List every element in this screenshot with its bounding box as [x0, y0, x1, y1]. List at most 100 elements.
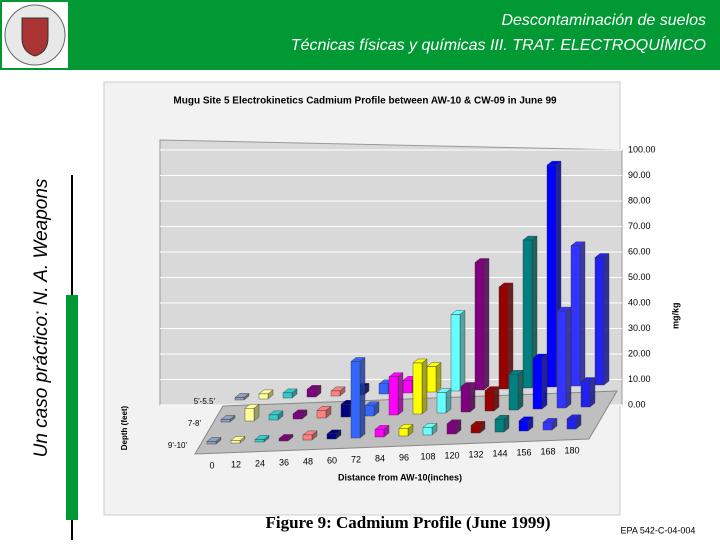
header-band — [0, 0, 720, 70]
chart: Mugu Site 5 Electrokinetics Cadmium Prof… — [120, 96, 680, 483]
y-tick-label: 50.00 — [628, 272, 651, 282]
x-tick-label: 36 — [279, 457, 289, 467]
bar — [234, 397, 245, 401]
bar — [402, 380, 413, 394]
side-title: Un caso práctico: N. A. Weapons — [31, 178, 52, 457]
bar-side — [565, 306, 572, 409]
chart-title: Mugu Site 5 Electrokinetics Cadmium Prof… — [173, 96, 557, 107]
bar — [306, 389, 317, 398]
bar — [258, 393, 269, 400]
bar — [220, 419, 231, 423]
y-tick-label: 60.00 — [628, 246, 651, 256]
bar — [498, 286, 509, 390]
bar — [398, 428, 409, 437]
x-tick-label: 156 — [516, 447, 531, 457]
bar-side — [493, 386, 500, 412]
bar-side — [397, 372, 404, 416]
depth-label: 9'-10' — [168, 441, 188, 450]
y-tick-label: 30.00 — [628, 323, 651, 333]
bar — [436, 392, 447, 414]
x-tick-label: 72 — [351, 454, 361, 464]
x-tick-label: 144 — [492, 448, 507, 458]
bar — [556, 310, 567, 409]
bar-side — [483, 258, 490, 391]
bar — [302, 434, 313, 441]
bar — [206, 441, 217, 445]
bar-side — [459, 310, 466, 392]
x-tick-label: 60 — [327, 455, 337, 465]
bar — [522, 239, 533, 389]
y-tick-label: 90.00 — [628, 170, 651, 180]
bar — [546, 164, 557, 388]
x-tick-label: 12 — [231, 459, 241, 469]
x-tick-label: 180 — [564, 445, 579, 455]
bar — [542, 422, 553, 431]
bar — [450, 314, 461, 392]
bar — [484, 390, 495, 412]
y-tick-label: 10.00 — [628, 374, 651, 384]
x-tick-label: 48 — [303, 456, 313, 466]
bar-side — [469, 382, 476, 413]
bar — [412, 362, 423, 415]
side-accent — [66, 295, 78, 520]
x-tick-label: 132 — [468, 449, 483, 459]
y-tick-label: 80.00 — [628, 195, 651, 205]
footer-code: EPA 542-C-04-004 — [621, 525, 696, 535]
bar — [316, 410, 327, 419]
depth-label: 7-8' — [188, 419, 202, 428]
bar — [570, 245, 581, 387]
bar — [494, 419, 505, 433]
bar — [422, 427, 433, 436]
bar — [460, 386, 471, 413]
x-tick-label: 108 — [420, 451, 435, 461]
bar — [594, 257, 605, 386]
bar — [340, 404, 351, 418]
x-tick-label: 120 — [444, 450, 459, 460]
y-axis-label: mg/kg — [670, 302, 680, 329]
y-tick-label: 70.00 — [628, 221, 651, 231]
bar — [254, 439, 265, 443]
bar — [518, 420, 529, 432]
bar — [532, 357, 543, 410]
bar — [426, 366, 437, 393]
y-tick-label: 20.00 — [628, 348, 651, 358]
bar — [282, 392, 293, 399]
y-tick-label: 0.00 — [628, 399, 646, 409]
bar-side — [445, 388, 452, 414]
bar — [278, 438, 289, 442]
bar — [244, 408, 255, 422]
x-tick-label: 84 — [375, 453, 385, 463]
bar — [446, 423, 457, 435]
bar — [326, 433, 337, 440]
bar-side — [421, 358, 428, 415]
bar — [580, 381, 591, 408]
bar — [350, 361, 361, 439]
bar — [364, 405, 375, 417]
header-subtitle: Técnicas físicas y químicas III. TRAT. E… — [291, 35, 706, 54]
bar-side — [359, 357, 366, 439]
bar-side — [579, 241, 586, 387]
bar — [292, 413, 303, 420]
x-axis-label: Distance from AW-10(inches) — [338, 472, 462, 482]
x-tick-label: 24 — [255, 458, 265, 468]
header-title: Descontaminación de suelos — [501, 12, 706, 29]
caption: Figure 9: Cadmium Profile (June 1999) — [265, 513, 550, 532]
bar-side — [435, 362, 442, 393]
bar-side — [541, 353, 548, 410]
bar — [566, 418, 577, 430]
depth-label: 5'-5.5' — [194, 397, 216, 406]
logo-shield — [21, 17, 49, 57]
bar — [230, 440, 241, 444]
bar-side — [517, 369, 524, 411]
bar-side — [589, 377, 596, 408]
bar — [474, 262, 485, 391]
bar — [374, 429, 385, 438]
bar — [470, 425, 481, 434]
z-axis-label: Depth (feet) — [120, 405, 129, 450]
x-tick-label: 0 — [209, 460, 214, 470]
bar — [268, 414, 279, 421]
bar-side — [603, 253, 610, 386]
bar — [330, 390, 341, 397]
y-tick-label: 100.00 — [628, 144, 656, 154]
